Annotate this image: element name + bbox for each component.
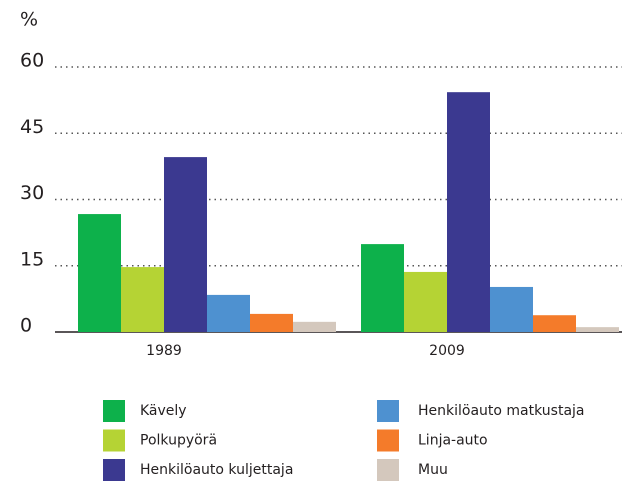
bar bbox=[447, 92, 490, 332]
bar bbox=[164, 157, 207, 332]
legend-label: Muu bbox=[418, 462, 448, 478]
y-axis-unit: % bbox=[20, 9, 38, 31]
legend-swatch bbox=[377, 429, 399, 452]
bar bbox=[490, 286, 533, 332]
bar bbox=[207, 294, 250, 332]
y-tick-label: 45 bbox=[20, 116, 44, 138]
legend-swatch bbox=[377, 459, 399, 481]
legend-swatch bbox=[103, 400, 125, 422]
bar bbox=[576, 327, 619, 332]
bar bbox=[361, 244, 404, 332]
bar bbox=[404, 271, 447, 332]
legend-swatch bbox=[103, 459, 125, 481]
bar bbox=[121, 267, 164, 332]
bar bbox=[78, 214, 121, 332]
y-tick-label: 60 bbox=[20, 50, 44, 72]
bar bbox=[250, 313, 293, 332]
x-tick-label: 1989 bbox=[146, 343, 182, 359]
bar bbox=[293, 321, 336, 332]
legend-label: Kävely bbox=[140, 403, 187, 419]
y-tick-label: 30 bbox=[20, 182, 44, 204]
legend-label: Linja-auto bbox=[418, 433, 488, 449]
legend-label: Polkupyörä bbox=[140, 433, 217, 449]
bar bbox=[533, 315, 576, 332]
y-tick-label: 15 bbox=[20, 248, 44, 270]
legend-label: Henkilöauto matkustaja bbox=[418, 403, 585, 419]
y-tick-label: 0 bbox=[20, 315, 32, 337]
legend-swatch bbox=[377, 400, 399, 422]
legend-swatch bbox=[103, 429, 125, 452]
x-tick-label: 2009 bbox=[429, 343, 465, 359]
legend-label: Henkilöauto kuljettaja bbox=[140, 462, 293, 478]
